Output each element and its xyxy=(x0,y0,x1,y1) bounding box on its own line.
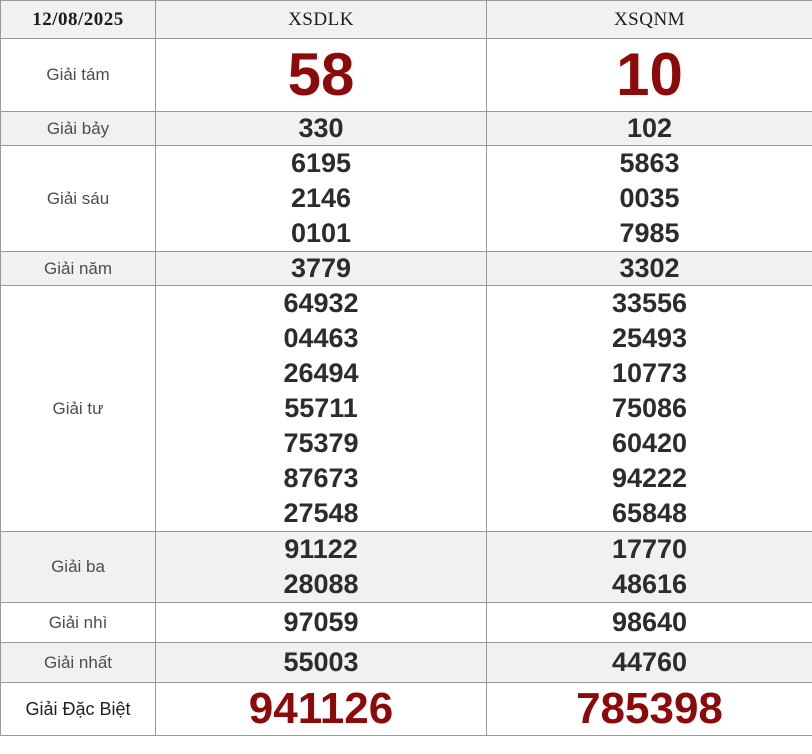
prize-label: Giải tám xyxy=(0,38,156,112)
prize-number: 26494 xyxy=(283,358,359,388)
prize-label: Giải ba xyxy=(0,531,156,603)
prize-label: Giải tư xyxy=(0,285,156,532)
xsqnm-numbers: 33556 25493 10773 75086 60420 94222 65848 xyxy=(486,285,812,532)
xsdlk-numbers: 941126 xyxy=(155,682,487,736)
prize-number: 0035 xyxy=(619,183,680,213)
prize-number: 55711 xyxy=(284,393,358,423)
prize-number: 10773 xyxy=(611,358,688,388)
lottery-results: 12/08/2025 XSDLK XSQNM Giải tám 58 10 Giải … xyxy=(0,0,812,736)
prize-row-special: Giải Đặc Biệt 941126 785398 xyxy=(0,682,812,736)
draw-date: 12/08/2025 xyxy=(0,0,156,39)
prize-label: Giải bảy xyxy=(0,111,156,146)
prize-number: 75379 xyxy=(283,428,359,458)
prize-number: 33556 xyxy=(611,288,688,318)
prize-number: 941126 xyxy=(248,684,394,733)
prize-row-second: Giải nhì 97059 98640 xyxy=(0,602,812,643)
prize-number: 27548 xyxy=(283,498,359,528)
prize-number: 58 xyxy=(287,41,355,108)
prize-row-eighth: Giải tám 58 10 xyxy=(0,38,812,112)
xsdlk-numbers: 55003 xyxy=(155,642,487,683)
prize-number: 91122 xyxy=(284,534,358,564)
prize-number: 25493 xyxy=(611,323,688,353)
prize-number: 04463 xyxy=(283,323,359,353)
prize-label: Giải sáu xyxy=(0,145,156,252)
xsqnm-numbers: 98640 xyxy=(486,602,812,643)
prize-number: 75086 xyxy=(611,393,688,423)
prize-number: 64932 xyxy=(283,288,359,318)
prize-row-fifth: Giải năm 3779 3302 xyxy=(0,251,812,286)
prize-label: Giải năm xyxy=(0,251,156,286)
prize-label: Giải nhất xyxy=(0,642,156,683)
prize-number: 3779 xyxy=(290,253,352,283)
prize-row-first: Giải nhất 55003 44760 xyxy=(0,642,812,683)
prize-number: 98640 xyxy=(611,607,688,637)
station-header-xsdlk: XSDLK xyxy=(155,0,487,39)
prize-rows: Giải tám 58 10 Giải bảy 330 102 Giải sáu 6195 21… xyxy=(0,38,812,736)
xsdlk-numbers: 330 xyxy=(155,111,487,146)
xsqnm-numbers: 102 xyxy=(486,111,812,146)
xsdlk-numbers: 64932 04463 26494 55711 75379 87673 27548 xyxy=(155,285,487,532)
xsdlk-numbers: 91122 28088 xyxy=(155,531,487,603)
prize-number: 97059 xyxy=(283,607,359,637)
prize-row-sixth: Giải sáu 6195 2146 0101 5863 0035 7985 xyxy=(0,145,812,252)
prize-row-third: Giải ba 91122 28088 17770 48616 xyxy=(0,531,812,603)
prize-number: 28088 xyxy=(283,569,359,599)
header-row: 12/08/2025 XSDLK XSQNM xyxy=(0,0,812,39)
xsdlk-numbers: 58 xyxy=(155,38,487,112)
prize-row-seventh: Giải bảy 330 102 xyxy=(0,111,812,146)
prize-number: 65848 xyxy=(611,498,688,528)
prize-number: 48616 xyxy=(611,569,688,599)
prize-number: 60420 xyxy=(611,428,688,458)
prize-number: 5863 xyxy=(619,148,680,178)
xsqnm-numbers: 10 xyxy=(486,38,812,112)
prize-number: 2146 xyxy=(290,183,352,213)
prize-number: 55003 xyxy=(283,647,359,677)
prize-number: 17770 xyxy=(611,534,688,564)
xsdlk-numbers: 97059 xyxy=(155,602,487,643)
xsdlk-numbers: 6195 2146 0101 xyxy=(155,145,487,252)
prize-number: 7985 xyxy=(619,218,680,248)
prize-number: 330 xyxy=(298,113,344,143)
prize-number: 785398 xyxy=(576,684,723,733)
lottery-results-table: 12/08/2025 XSDLK XSQNM Giải tám 58 10 Giải … xyxy=(0,0,812,736)
prize-number: 0101 xyxy=(290,218,352,248)
prize-number: 10 xyxy=(616,41,683,108)
xsqnm-numbers: 5863 0035 7985 xyxy=(486,145,812,252)
prize-number: 44760 xyxy=(611,647,688,677)
xsqnm-numbers: 44760 xyxy=(486,642,812,683)
table-header: 12/08/2025 XSDLK XSQNM xyxy=(0,0,812,39)
xsdlk-numbers: 3779 xyxy=(155,251,487,286)
station-header-xsqnm: XSQNM xyxy=(486,0,812,39)
prize-row-fourth: Giải tư 64932 04463 26494 55711 75379 87673 275… xyxy=(0,285,812,532)
prize-number: 94222 xyxy=(611,463,688,493)
prize-label: Giải nhì xyxy=(0,602,156,643)
xsqnm-numbers: 785398 xyxy=(486,682,812,736)
prize-number: 3302 xyxy=(619,253,680,283)
prize-number: 6195 xyxy=(290,148,352,178)
prize-number: 87673 xyxy=(283,463,359,493)
prize-label: Giải Đặc Biệt xyxy=(0,682,156,736)
xsqnm-numbers: 3302 xyxy=(486,251,812,286)
prize-number: 102 xyxy=(626,113,673,143)
xsqnm-numbers: 17770 48616 xyxy=(486,531,812,603)
